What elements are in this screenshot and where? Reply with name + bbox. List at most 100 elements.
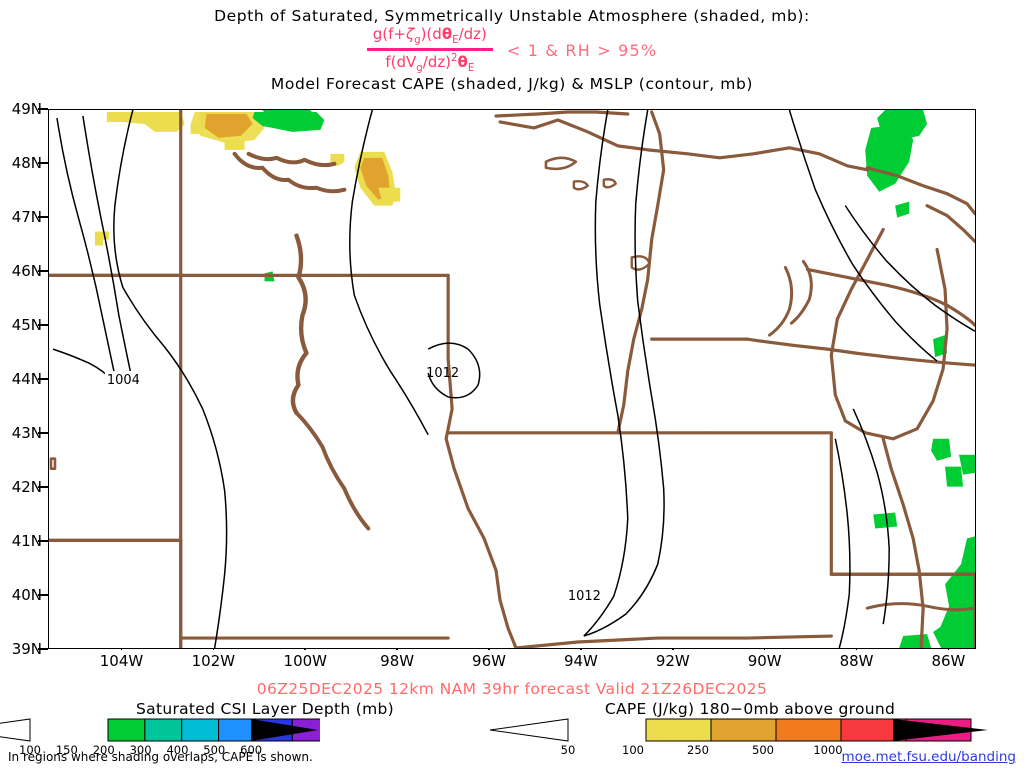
lake-small-3: [630, 255, 651, 271]
colorbar-tick-csi-500: 500: [203, 743, 226, 757]
colorbar-shape-cape: [490, 718, 988, 742]
lon-label-86W: 86W: [931, 652, 966, 670]
colorbar-tick-cape-250: 250: [687, 743, 709, 757]
colorbar-segment-csi-3: [218, 718, 256, 742]
lat-tick-45N: [38, 324, 48, 326]
lat-tick-44N: [38, 378, 48, 380]
colorbar-segment-cape-1: [710, 718, 777, 742]
boundary-ia-mo: [514, 634, 833, 648]
map-canvas: 1004 1012 1012: [49, 110, 975, 648]
contour-label-1012-lower: 1012: [568, 589, 601, 604]
forecast-valid-line: 06Z25DEC2025 12km NAM 39hr forecast Vali…: [256, 680, 768, 698]
contour-east-d: [852, 408, 890, 625]
lat-tick-49N: [38, 108, 48, 110]
colorbar-tick-cape-50: 50: [560, 743, 576, 757]
boundary-up-detail: [805, 267, 975, 327]
forecast-map[interactable]: 1004 1012 1012: [48, 109, 976, 649]
credit-link[interactable]: moe.met.fsu.edu/banding: [841, 749, 1016, 765]
colorbar-title-csi: Saturated CSI Layer Depth (mb): [136, 700, 394, 718]
boundary-up-south: [745, 337, 975, 367]
contour-east-b: [844, 205, 975, 332]
lon-label-94W: 94W: [563, 652, 598, 670]
lat-tick-43N: [38, 432, 48, 434]
csi-shade-green-lm3: [945, 466, 964, 487]
csi-formula-fraction: g(f+ζg)(dθE/dz) f(dVg/dz)2θE: [366, 25, 493, 75]
lat-tick-42N: [38, 486, 48, 488]
title-line-3: Model Forecast CAPE (shaded, J/kg) & MSL…: [270, 74, 754, 93]
river-missouri-sd: [246, 151, 337, 168]
boundary-west-edge-mark: [49, 457, 57, 470]
lat-label-40N: 40N: [11, 586, 42, 604]
lat-label-48N: 48N: [11, 154, 42, 172]
lon-label-90W: 90W: [747, 652, 782, 670]
colorbar-csi: [0, 718, 320, 742]
formula-denominator: f(dVg/dz)2θE: [385, 53, 475, 75]
lat-tick-40N: [38, 594, 48, 596]
colorbar-tick-csi-200: 200: [92, 743, 115, 757]
lat-label-39N: 39N: [11, 640, 42, 658]
colorbar-tick-csi-300: 300: [129, 743, 152, 757]
colorbar-segment-csi-0: [107, 718, 146, 742]
colorbar-segment-cape-2: [775, 718, 842, 742]
boundary-lake-michigan-lower: [881, 437, 925, 648]
csi-shade-green-lm2: [959, 454, 975, 475]
colorbar-tick-csi-600: 600: [240, 743, 263, 757]
contour-east-c: [834, 438, 851, 648]
lat-label-47N: 47N: [11, 208, 42, 226]
colorbar-tick-cape-1000: 1000: [813, 743, 843, 757]
cape-shade-yellow-core2: [378, 187, 401, 202]
csi-shade-green-um3: [895, 201, 910, 218]
contour-label-1004: 1004: [107, 373, 140, 388]
boundary-mi-lp-north: [925, 204, 975, 244]
lat-label-43N: 43N: [11, 424, 42, 442]
lon-label-104W: 104W: [99, 652, 144, 670]
csi-shade-green-um2: [865, 123, 914, 192]
formula-numerator: g(f+ζg)(dθE/dz): [372, 25, 487, 46]
colorbar-cape: [490, 718, 988, 742]
lon-label-96W: 96W: [472, 652, 506, 670]
contour-label-layer: 1004 1012 1012: [104, 366, 601, 604]
cape-shade-yellow-d: [224, 139, 245, 150]
colorbar-segment-csi-1: [144, 718, 183, 742]
boundary-mi-oh-lower: [865, 602, 975, 612]
boundary-green-bay: [767, 265, 794, 337]
formula-row: g(f+ζg)(dθE/dz) f(dVg/dz)2θE < 1 & RH > …: [0, 25, 1024, 75]
boundary-ne-ia-missouri: [444, 273, 518, 648]
fraction-bar: [366, 48, 493, 52]
contour-1012-upper: [349, 110, 429, 436]
shaded-field-layer: [94, 110, 975, 648]
lake-small-1: [572, 180, 590, 191]
formula-condition: < 1 & RH > 95%: [506, 40, 658, 60]
lat-label-46N: 46N: [11, 262, 42, 280]
cape-shade-yellow-f: [94, 231, 109, 246]
colorbar-left-wedge: [0, 718, 31, 742]
boundary-lake-superior-north: [494, 110, 630, 118]
lon-label-92W: 92W: [655, 652, 690, 670]
colorbar-tick-cape-500: 500: [752, 743, 774, 757]
lat-label-44N: 44N: [11, 370, 42, 388]
colorbar-shape-csi: [0, 718, 320, 742]
boundary-lake-superior-south: [498, 118, 869, 172]
colorbar-left-wedge: [490, 718, 569, 742]
contour-label-1012-upper: 1012: [426, 366, 459, 381]
contour-1012-lobe: [427, 342, 481, 399]
colorbar-tick-csi-100: 100: [19, 743, 41, 757]
lat-label-42N: 42N: [11, 478, 42, 496]
colorbar-tick-csi-150: 150: [55, 743, 78, 757]
contour-east-a: [788, 110, 938, 362]
overlap-note: In regions where shading overlaps, CAPE …: [8, 750, 313, 764]
lake-small-2: [602, 178, 617, 189]
colorbar-right-wedge-csi: [251, 719, 318, 741]
csi-shade-green-lm5: [873, 512, 898, 529]
colorbar-right-wedge-cape: [893, 719, 988, 741]
colorbar-title-cape: CAPE (J/kg) 180−0mb above ground: [604, 700, 896, 718]
colorbar-tick-cape-100: 100: [622, 743, 644, 757]
colorbar-segment-csi-2: [181, 718, 220, 742]
lon-label-100W: 100W: [283, 652, 327, 670]
csi-shade-green-mn2: [262, 110, 317, 126]
contour-1012-lower: [583, 110, 629, 637]
colorbar-segment-cape-0: [645, 718, 712, 742]
lat-tick-39N: [38, 648, 48, 650]
lat-tick-41N: [38, 540, 48, 542]
cape-shade-orange-b: [204, 113, 253, 138]
